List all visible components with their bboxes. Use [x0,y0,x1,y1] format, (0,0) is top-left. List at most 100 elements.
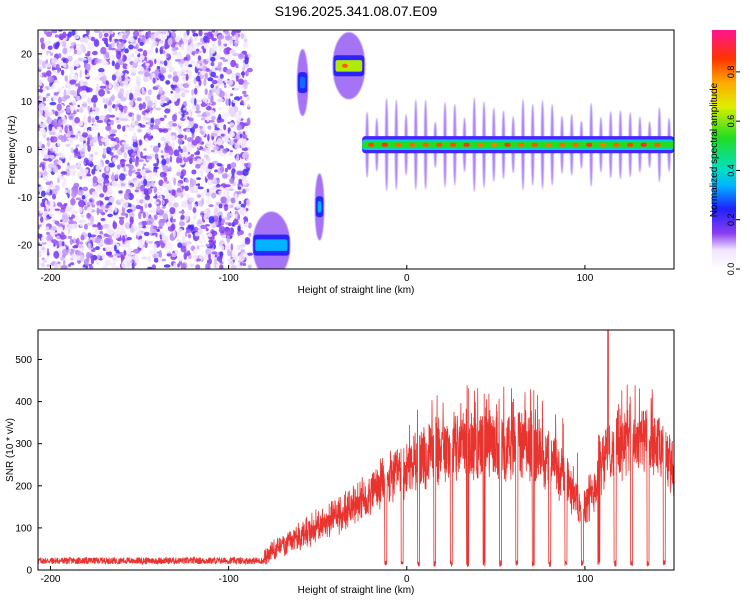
spectrogram-noise-cell [194,256,197,262]
spectrogram-noise-cell [92,94,97,99]
spectrogram-noise-cell [239,218,245,223]
spectrogram-noise-cell [111,60,115,67]
spectrogram-noise-cell [118,104,124,111]
spectrogram-noise-cell [97,209,104,214]
spectrogram-noise-cell [102,184,108,193]
spectrogram-noise-cell [147,135,153,141]
spectrogram-noise-cell [61,41,67,48]
spectrogram-noise-cell [66,107,71,114]
spectrogram-noise-cell [84,68,88,76]
spectrogram-noise-cell [41,236,47,243]
spectrogram-noise-cell [54,262,58,269]
spectrogram-band-peak [586,142,593,147]
spectrogram-noise-cell [210,95,214,104]
spectrogram-noise-cell [235,75,239,82]
spectrogram-band-peak [463,142,470,147]
spectrogram-noise-cell [124,78,131,82]
spectrogram-noise-cell [166,123,170,128]
spectrogram-noise-cell [61,244,66,250]
spectrogram-noise-cell [85,121,88,128]
spectrogram-noise-cell [225,98,229,106]
spectrogram-noise-cell [105,51,110,59]
spectrogram-noise-cell [160,67,167,74]
spectrogram-noise-cell [134,120,139,126]
spectrogram-noise-cell [147,266,153,269]
spectrogram-noise-cell [123,151,128,159]
spectrogram-noise-cell [51,239,58,244]
spectrogram-noise-cell [102,75,107,82]
spectrogram-noise-cell [161,155,165,159]
spectrogram-noise-cell [105,159,110,165]
spectrogram-noise-cell [114,244,117,252]
spectrogram-noise-cell [44,40,50,46]
spectrogram-noise-cell [192,226,199,232]
spectrogram-noise-cell [186,193,190,200]
spectrogram-noise-cell [72,99,77,106]
spectrogram-noise-cell [139,199,144,204]
spectrogram-noise-cell [217,34,225,40]
spectrogram-noise-cell [102,30,106,33]
spectrogram-noise-cell [182,83,189,88]
spectrogram-noise-cell [130,72,136,76]
spectrogram-noise-cell [193,248,198,255]
spectrogram-noise-cell [209,162,215,169]
spectrogram-noise-cell [116,117,119,120]
spectrogram-noise-cell [245,188,250,192]
spectrogram-noise-cell [150,57,154,62]
spectrogram-noise-cell [49,52,54,56]
spectrogram-noise-cell [171,252,177,258]
spectrogram-noise-cell [129,182,134,186]
spectrogram-noise-cell [153,166,159,170]
spectrogram-noise-cell [50,231,55,236]
spectrogram-noise-cell [134,90,139,97]
spectrogram-noise-cell [189,183,194,188]
spectrogram-noise-cell [204,72,208,80]
spectrogram-noise-cell [208,216,215,224]
spectrogram-noise-cell [219,57,225,60]
spectrogram-noise-cell [181,185,185,190]
spectrogram-noise-cell [222,173,228,179]
spectrogram-noise-cell [203,160,209,167]
spectrogram-noise-cell [173,149,180,157]
spectrogram-noise-cell [247,53,252,58]
spectrogram-noise-cell [38,111,41,119]
spectrogram-noise-cell [150,34,157,42]
spectrogram-noise-cell [61,241,65,247]
spectrogram-noise-cell [138,211,142,220]
spectrogram-x-tick-label: 0 [404,273,410,284]
spectrogram-noise-cell [68,113,74,121]
spectrogram-noise-cell [232,219,239,225]
spectrogram-noise-cell [237,225,241,232]
spectrogram-noise-cell [129,157,133,165]
spectrogram-noise-cell [165,97,170,103]
spectrogram-noise-cell [113,82,120,90]
spectrogram-noise-cell [137,48,144,52]
spectrogram-noise-cell [218,215,222,223]
spectrogram-noise-cell [123,106,127,114]
spectrogram-noise-cell [207,233,213,238]
spectrogram-noise-cell [68,219,75,226]
spectrogram-noise-cell [74,43,82,47]
spectrogram-noise-cell [39,37,45,44]
snr-x-tick-label: 100 [577,574,594,585]
spectrogram-noise-cell [130,67,137,73]
spectrogram-noise-cell [207,179,213,186]
spectrogram-noise-cell [77,189,84,196]
spectrogram-noise-cell [61,231,64,235]
spectrogram-noise-cell [57,178,60,184]
spectrogram-x-axis-label: Height of straight line (km) [298,285,415,296]
spectrogram-noise-cell [159,94,167,102]
spectrogram-noise-cell [130,88,133,92]
spectrogram-noise-cell [200,117,206,121]
spectrogram-band-peak [450,142,456,147]
spectrogram-noise-cell [70,198,76,206]
spectrogram-noise-cell [247,104,251,108]
spectrogram-noise-cell [133,132,137,141]
spectrogram-noise-cell [235,33,239,41]
spectrogram-noise-cell [137,149,141,158]
spectrogram-noise-cell [73,34,80,40]
spectrogram-noise-cell [187,141,191,149]
spectrogram-noise-cell [131,114,135,122]
spectrogram-noise-cell [118,38,124,43]
